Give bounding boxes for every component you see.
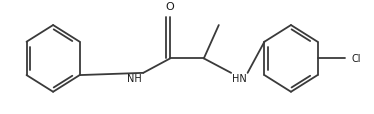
Text: Cl: Cl [352, 54, 361, 64]
Text: O: O [166, 2, 175, 12]
Text: HN: HN [232, 74, 247, 84]
Text: NH: NH [126, 74, 141, 84]
